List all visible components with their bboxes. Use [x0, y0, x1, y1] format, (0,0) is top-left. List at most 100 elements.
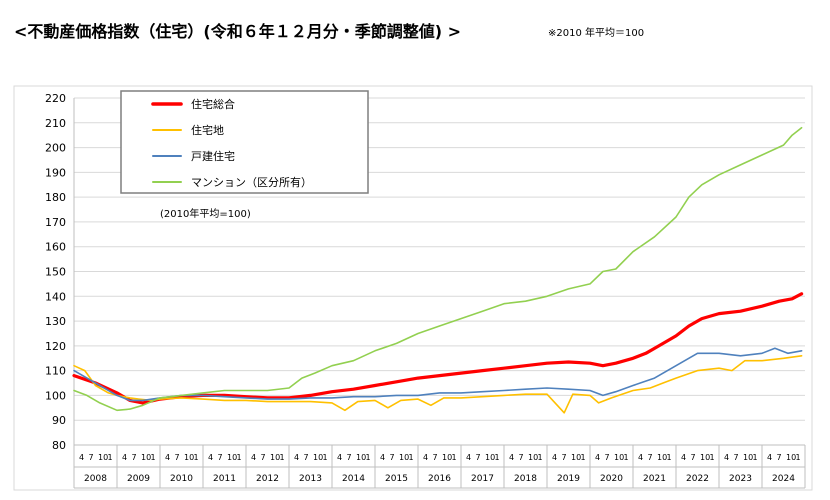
y-axis-labels: 220 210 200 190 180 170 160 150 140 130 120 110 100 9…: [45, 92, 66, 452]
x-year-label: 2018: [514, 474, 537, 484]
x-year-label: 2014: [342, 474, 365, 484]
y-tick-label: 160: [45, 241, 66, 254]
x-month-label: 4: [208, 453, 213, 462]
x-month-label: 10: [485, 453, 495, 462]
y-tick-label: 190: [45, 166, 66, 179]
x-month-label: 10: [141, 453, 151, 462]
x-month-label: 1: [151, 453, 156, 462]
x-year-label: 2010: [170, 474, 193, 484]
x-month-label: 7: [433, 453, 438, 462]
x-year-label: 2022: [686, 474, 709, 484]
x-month-label: 1: [323, 453, 328, 462]
x-month-label: 1: [495, 453, 500, 462]
x-month-label: 4: [380, 453, 385, 462]
x-month-label: 1: [753, 453, 758, 462]
x-month-label: 10: [614, 453, 624, 462]
x-month-label: 7: [648, 453, 653, 462]
x-month-label: 7: [476, 453, 481, 462]
x-month-label: 7: [777, 453, 782, 462]
x-month-label: 7: [390, 453, 395, 462]
x-month-label: 10: [442, 453, 452, 462]
x-month-label: 4: [251, 453, 256, 462]
x-month-label: 7: [89, 453, 94, 462]
x-month-label: 10: [184, 453, 194, 462]
x-month-label: 10: [571, 453, 581, 462]
x-month-label: 10: [227, 453, 237, 462]
x-month-label: 1: [194, 453, 199, 462]
y-tick-label: 100: [45, 389, 66, 402]
y-tick-label: 80: [52, 439, 66, 452]
x-month-label: 4: [165, 453, 170, 462]
series-line-0: [72, 292, 804, 405]
y-tick-label: 120: [45, 340, 66, 353]
x-month-label: 7: [218, 453, 223, 462]
legend-label-0: 住宅総合: [191, 97, 235, 111]
x-month-label: 10: [356, 453, 366, 462]
x-year-label: 2009: [127, 474, 150, 484]
y-tick-label: 200: [45, 142, 66, 155]
x-year-label: 2023: [729, 474, 752, 484]
y-tick-label: 180: [45, 191, 66, 204]
x-month-label: 7: [605, 453, 610, 462]
x-month-label: 10: [700, 453, 710, 462]
x-year-label: 2008: [84, 474, 107, 484]
x-month-label: 7: [562, 453, 567, 462]
x-month-label: 1: [237, 453, 242, 462]
x-month-label: 4: [337, 453, 342, 462]
x-month-label: 4: [638, 453, 643, 462]
x-month-label: 10: [270, 453, 280, 462]
x-month-label: 7: [734, 453, 739, 462]
y-tick-label: 90: [52, 414, 66, 427]
y-tick-label: 140: [45, 290, 66, 303]
x-month-label: 10: [528, 453, 538, 462]
x-year-label: 2017: [471, 474, 494, 484]
x-month-label: 1: [796, 453, 801, 462]
x-month-label: 4: [552, 453, 557, 462]
x-month-label: 1: [538, 453, 543, 462]
y-tick-label: 210: [45, 117, 66, 130]
x-month-label: 10: [743, 453, 753, 462]
x-month-label: 4: [509, 453, 514, 462]
x-month-label: 4: [79, 453, 84, 462]
legend-label-2: 戸建住宅: [191, 149, 235, 163]
x-month-label: 4: [767, 453, 772, 462]
x-month-label: 7: [519, 453, 524, 462]
chart-border: [13, 85, 813, 491]
y-tick-label: 110: [45, 365, 66, 378]
series-lines: [72, 126, 804, 414]
x-month-label: 1: [108, 453, 113, 462]
series-line-3: [73, 126, 803, 412]
x-month-label: 7: [132, 453, 137, 462]
x-month-label: 10: [657, 453, 667, 462]
x-month-label: 4: [423, 453, 428, 462]
x-month-label: 7: [691, 453, 696, 462]
y-tick-label: 220: [45, 92, 66, 105]
x-month-label: 1: [624, 453, 629, 462]
x-month-label: 10: [98, 453, 108, 462]
chart-annotation: (2010年平均=100): [160, 207, 251, 220]
x-month-label: 4: [294, 453, 299, 462]
x-month-label: 1: [710, 453, 715, 462]
x-month-label: 4: [122, 453, 127, 462]
y-tick-label: 130: [45, 315, 66, 328]
legend-box: [120, 90, 369, 194]
legend-label-1: 住宅地: [191, 123, 224, 137]
x-month-label: 1: [667, 453, 672, 462]
x-year-label: 2011: [213, 474, 236, 484]
base-year-note: ※2010 年平均＝100: [548, 28, 645, 39]
x-month-label: 4: [595, 453, 600, 462]
x-year-label: 2013: [299, 474, 322, 484]
y-tick-label: 150: [45, 266, 66, 279]
x-month-label: 1: [409, 453, 414, 462]
x-month-label: 1: [452, 453, 457, 462]
x-year-label: 2019: [557, 474, 580, 484]
x-month-label: 4: [724, 453, 729, 462]
series-line-1: [73, 355, 803, 414]
x-year-label: 2012: [256, 474, 279, 484]
x-year-label: 2020: [600, 474, 623, 484]
x-month-label: 7: [261, 453, 266, 462]
x-year-label: 2015: [385, 474, 408, 484]
y-tick-label: 170: [45, 216, 66, 229]
